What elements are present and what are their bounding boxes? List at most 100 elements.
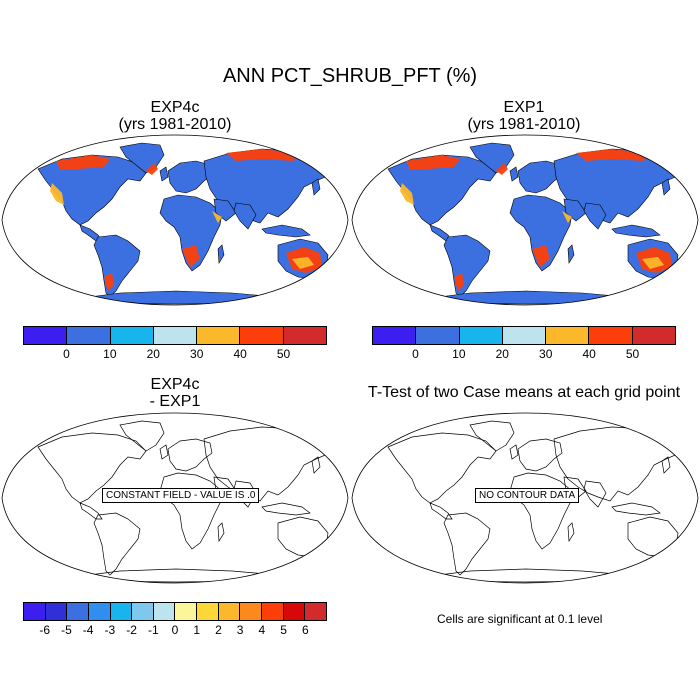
landmass-europe xyxy=(167,438,213,472)
colorbar-cell xyxy=(589,327,633,344)
shrub-high-region xyxy=(642,257,664,269)
colorbar-tick-label: 10 xyxy=(452,347,466,361)
landmass-indonesia xyxy=(611,224,661,238)
map-exp1 xyxy=(351,134,699,306)
colorbar-tick-label: -1 xyxy=(147,623,159,637)
landmass-north-america xyxy=(37,432,147,504)
landmass-new-zealand xyxy=(685,544,693,562)
panel-title-line1: EXP1 xyxy=(503,99,545,116)
colorbar-tick-label: 0 xyxy=(412,347,419,361)
colorbar-diff xyxy=(23,602,327,621)
significance-note: Cells are significant at 0.1 level xyxy=(437,612,603,626)
colorbar-cell xyxy=(283,603,306,620)
colorbar-cell xyxy=(197,603,219,620)
colorbar-cell xyxy=(240,327,284,344)
colorbar-tick-label: 1 xyxy=(193,623,201,637)
panel-title-line2: (yrs 1981-2010) xyxy=(467,116,581,133)
colorbar-exp1 xyxy=(372,326,676,345)
colorbar-tick-label: 50 xyxy=(625,347,640,361)
colorbar-tick-label: -3 xyxy=(104,623,116,637)
landmass-africa xyxy=(159,472,223,550)
colorbar-tick-label: 4 xyxy=(258,623,266,637)
colorbar-tick-label: 20 xyxy=(495,347,509,361)
shrub-high-region xyxy=(496,163,508,175)
colorbar-tick-label: 30 xyxy=(190,347,204,361)
landmass-madagascar xyxy=(567,244,575,264)
colorbar-cell xyxy=(283,327,326,344)
landmass-africa xyxy=(509,194,573,272)
panel-title-line2: - EXP1 xyxy=(149,393,201,410)
colorbar-exp4c-labels: 0 10 20 30 40 50 xyxy=(23,347,327,363)
colorbar-tick-label: 10 xyxy=(103,347,117,361)
colorbar-cell xyxy=(502,327,547,344)
landmass-antarctica xyxy=(73,290,279,305)
landmass-central-america xyxy=(429,502,453,520)
colorbar-cell xyxy=(416,327,460,344)
colorbar-tick-label: 2 xyxy=(215,623,222,637)
shrub-high-region xyxy=(292,257,314,269)
colorbar-exp1-labels: 0 10 20 30 40 50 xyxy=(372,347,676,363)
colorbar-cell xyxy=(175,603,198,620)
landmass-europe xyxy=(517,438,563,472)
landmass-india xyxy=(233,202,257,230)
colorbar-tick-label: -2 xyxy=(126,623,137,637)
landmass-new-zealand xyxy=(685,266,693,284)
colorbar-tick-label: 6 xyxy=(301,623,309,637)
shrub-high-region xyxy=(226,149,296,161)
panel-title-diff: EXP4c - EXP1 xyxy=(75,376,275,410)
landmass-south-america xyxy=(443,234,491,298)
colorbar-cell xyxy=(153,603,176,620)
colorbar-tick-label: 5 xyxy=(280,623,287,637)
panel-title-line1: T-Test of two Case means at each grid po… xyxy=(367,384,681,401)
landmass-madagascar xyxy=(217,522,225,543)
map-outline xyxy=(1,412,349,584)
colorbar-cell xyxy=(632,327,675,344)
colorbar-cell xyxy=(459,327,503,344)
shrub-high-region xyxy=(50,183,64,205)
colorbar-cell xyxy=(24,327,68,344)
colorbar-tick-label: 0 xyxy=(171,623,179,637)
no-contour-notice: NO CONTOUR DATA xyxy=(475,488,580,503)
landmass-africa xyxy=(159,194,223,272)
shrub-high-region xyxy=(104,273,114,291)
landmass-uk xyxy=(159,444,169,460)
landmass-madagascar xyxy=(567,522,575,543)
colorbar-exp4c xyxy=(23,326,327,345)
landmass-south-america xyxy=(443,512,491,576)
colorbar-cell xyxy=(24,603,46,620)
colorbar-tick-label: 30 xyxy=(539,347,553,361)
map-ttest xyxy=(351,412,699,584)
shrub-high-region xyxy=(212,211,222,223)
panel-title-exp4c: EXP4c (yrs 1981-2010) xyxy=(75,99,275,133)
map-outline xyxy=(351,134,699,306)
landmass-japan xyxy=(661,456,671,474)
colorbar-cell xyxy=(262,603,284,620)
shrub-high-region xyxy=(182,245,200,267)
landmass-australia xyxy=(277,516,329,558)
landmass-indonesia xyxy=(261,502,311,516)
colorbar-cell xyxy=(67,603,89,620)
panel-title-exp1: EXP1 (yrs 1981-2010) xyxy=(424,99,624,133)
shrub-high-region xyxy=(532,245,550,267)
landmass-uk xyxy=(159,166,169,182)
landmass-africa xyxy=(509,472,573,550)
colorbar-tick-label: 50 xyxy=(276,347,291,361)
colorbar-tick-label: -5 xyxy=(61,623,72,637)
map-outline xyxy=(351,412,699,584)
landmass-new-zealand xyxy=(335,544,343,562)
colorbar-cell xyxy=(546,327,590,344)
landmass-uk xyxy=(509,166,519,182)
colorbar-cell xyxy=(110,327,154,344)
colorbar-tick-label: 20 xyxy=(146,347,160,361)
landmass-indonesia xyxy=(261,224,311,238)
colorbar-diff-labels: -6 -5 -4 -3 -2 -1 0 1 2 3 4 5 6 xyxy=(23,623,327,639)
landmass-greenland xyxy=(119,420,165,452)
landmass-indonesia xyxy=(611,502,661,516)
colorbar-cell xyxy=(153,327,198,344)
shrub-high-region xyxy=(146,163,158,175)
colorbar-cell xyxy=(88,603,111,620)
colorbar-tick-label: 40 xyxy=(582,347,596,361)
landmass-central-america xyxy=(79,502,103,520)
shrub-high-region xyxy=(562,211,572,223)
colorbar-tick-label: 3 xyxy=(236,623,244,637)
